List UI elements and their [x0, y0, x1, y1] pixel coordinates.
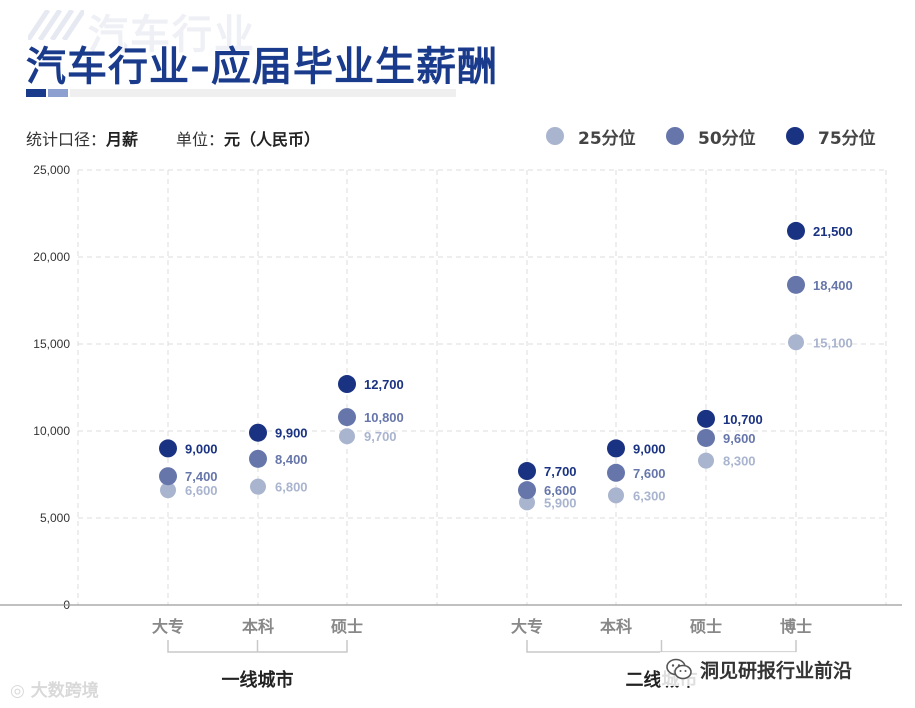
- unit-label: 单位：: [176, 130, 225, 149]
- data-point: [607, 439, 625, 458]
- data-point: [607, 463, 625, 482]
- data-label: 10,800: [364, 410, 404, 425]
- data-label: 6,300: [633, 488, 666, 503]
- x-tick-label: 大专: [511, 617, 543, 636]
- data-point: [518, 481, 536, 500]
- y-tick-label: 10,000: [33, 424, 70, 438]
- source-text: 洞见研报行业前沿: [700, 659, 853, 682]
- x-tick-label: 硕士: [690, 617, 722, 636]
- data-point: [608, 487, 624, 504]
- data-label: 9,000: [633, 441, 666, 456]
- legend-label-p25: 25分位: [578, 128, 636, 149]
- data-label: 6,800: [275, 480, 308, 495]
- scope-label: 统计口径：: [26, 130, 107, 149]
- data-label: 21,500: [813, 224, 853, 239]
- y-tick-label: 25,000: [33, 163, 70, 177]
- legend-item-p25: 25分位: [546, 124, 636, 149]
- legend-item-p75: 75分位: [786, 124, 876, 149]
- y-tick-label: 15,000: [33, 337, 70, 351]
- data-label: 8,400: [275, 452, 308, 467]
- data-point: [159, 439, 177, 458]
- data-point: [697, 428, 715, 447]
- data-label: 9,900: [275, 426, 308, 441]
- data-label: 8,300: [723, 454, 756, 469]
- x-tick-label: 博士: [780, 617, 812, 636]
- unit-value: 元（人民币）: [224, 130, 321, 149]
- data-label: 6,600: [544, 483, 577, 498]
- x-tick-label: 大专: [152, 617, 184, 636]
- data-point: [338, 375, 356, 394]
- data-point: [518, 462, 536, 481]
- data-point: [698, 452, 714, 469]
- data-point: [160, 482, 176, 499]
- group-label: 一线城市: [222, 669, 294, 691]
- legend-dot-p25: [546, 127, 564, 145]
- data-point: [250, 478, 266, 495]
- credit-text: 大数跨境: [30, 681, 99, 701]
- data-label: 15,100: [813, 335, 853, 350]
- x-tick-label: 硕士: [331, 617, 363, 636]
- source-label: 洞见研报行业前沿: [660, 652, 859, 686]
- legend-item-p50: 50分位: [666, 124, 756, 149]
- data-label: 9,700: [364, 429, 397, 444]
- legend-label-p75: 75分位: [818, 128, 876, 149]
- data-point: [339, 428, 355, 445]
- data-label: 5,900: [544, 495, 577, 510]
- scope-info: 统计口径：月薪: [26, 126, 138, 150]
- data-label: 7,600: [633, 466, 666, 481]
- data-point: [519, 494, 535, 511]
- data-label: 7,700: [544, 464, 577, 479]
- y-tick-label: 5,000: [40, 511, 70, 525]
- data-label: 7,400: [185, 469, 218, 484]
- page-title: 汽车行业–应届毕业生薪酬: [26, 44, 498, 90]
- data-point: [338, 408, 356, 427]
- x-tick-label: 本科: [600, 617, 632, 636]
- scope-value: 月薪: [106, 130, 139, 149]
- data-point: [788, 334, 804, 351]
- title-watermark: 汽车行业: [88, 12, 256, 58]
- legend-dot-p50: [666, 127, 684, 145]
- x-tick-label: 本科: [242, 617, 274, 636]
- data-label: 6,600: [185, 483, 218, 498]
- data-label: 18,400: [813, 278, 853, 293]
- wechat-icon: [666, 658, 692, 680]
- data-point: [697, 409, 715, 428]
- data-point: [787, 275, 805, 294]
- data-point: [159, 467, 177, 486]
- legend-dot-p75: [786, 127, 804, 145]
- data-label: 12,700: [364, 377, 404, 392]
- y-tick-label: 20,000: [33, 250, 70, 264]
- legend-label-p50: 50分位: [698, 128, 756, 149]
- weibo-icon: ◎: [10, 681, 25, 701]
- data-point: [249, 449, 267, 468]
- credit-watermark: ◎ 大数跨境: [10, 676, 99, 701]
- data-point: [787, 221, 805, 240]
- data-label: 9,000: [185, 441, 218, 456]
- unit-info: 单位：元（人民币）: [176, 126, 320, 150]
- data-point: [249, 423, 267, 442]
- title-stripes-decoration: [25, 8, 87, 42]
- data-label: 10,700: [723, 412, 763, 427]
- data-label: 9,600: [723, 431, 756, 446]
